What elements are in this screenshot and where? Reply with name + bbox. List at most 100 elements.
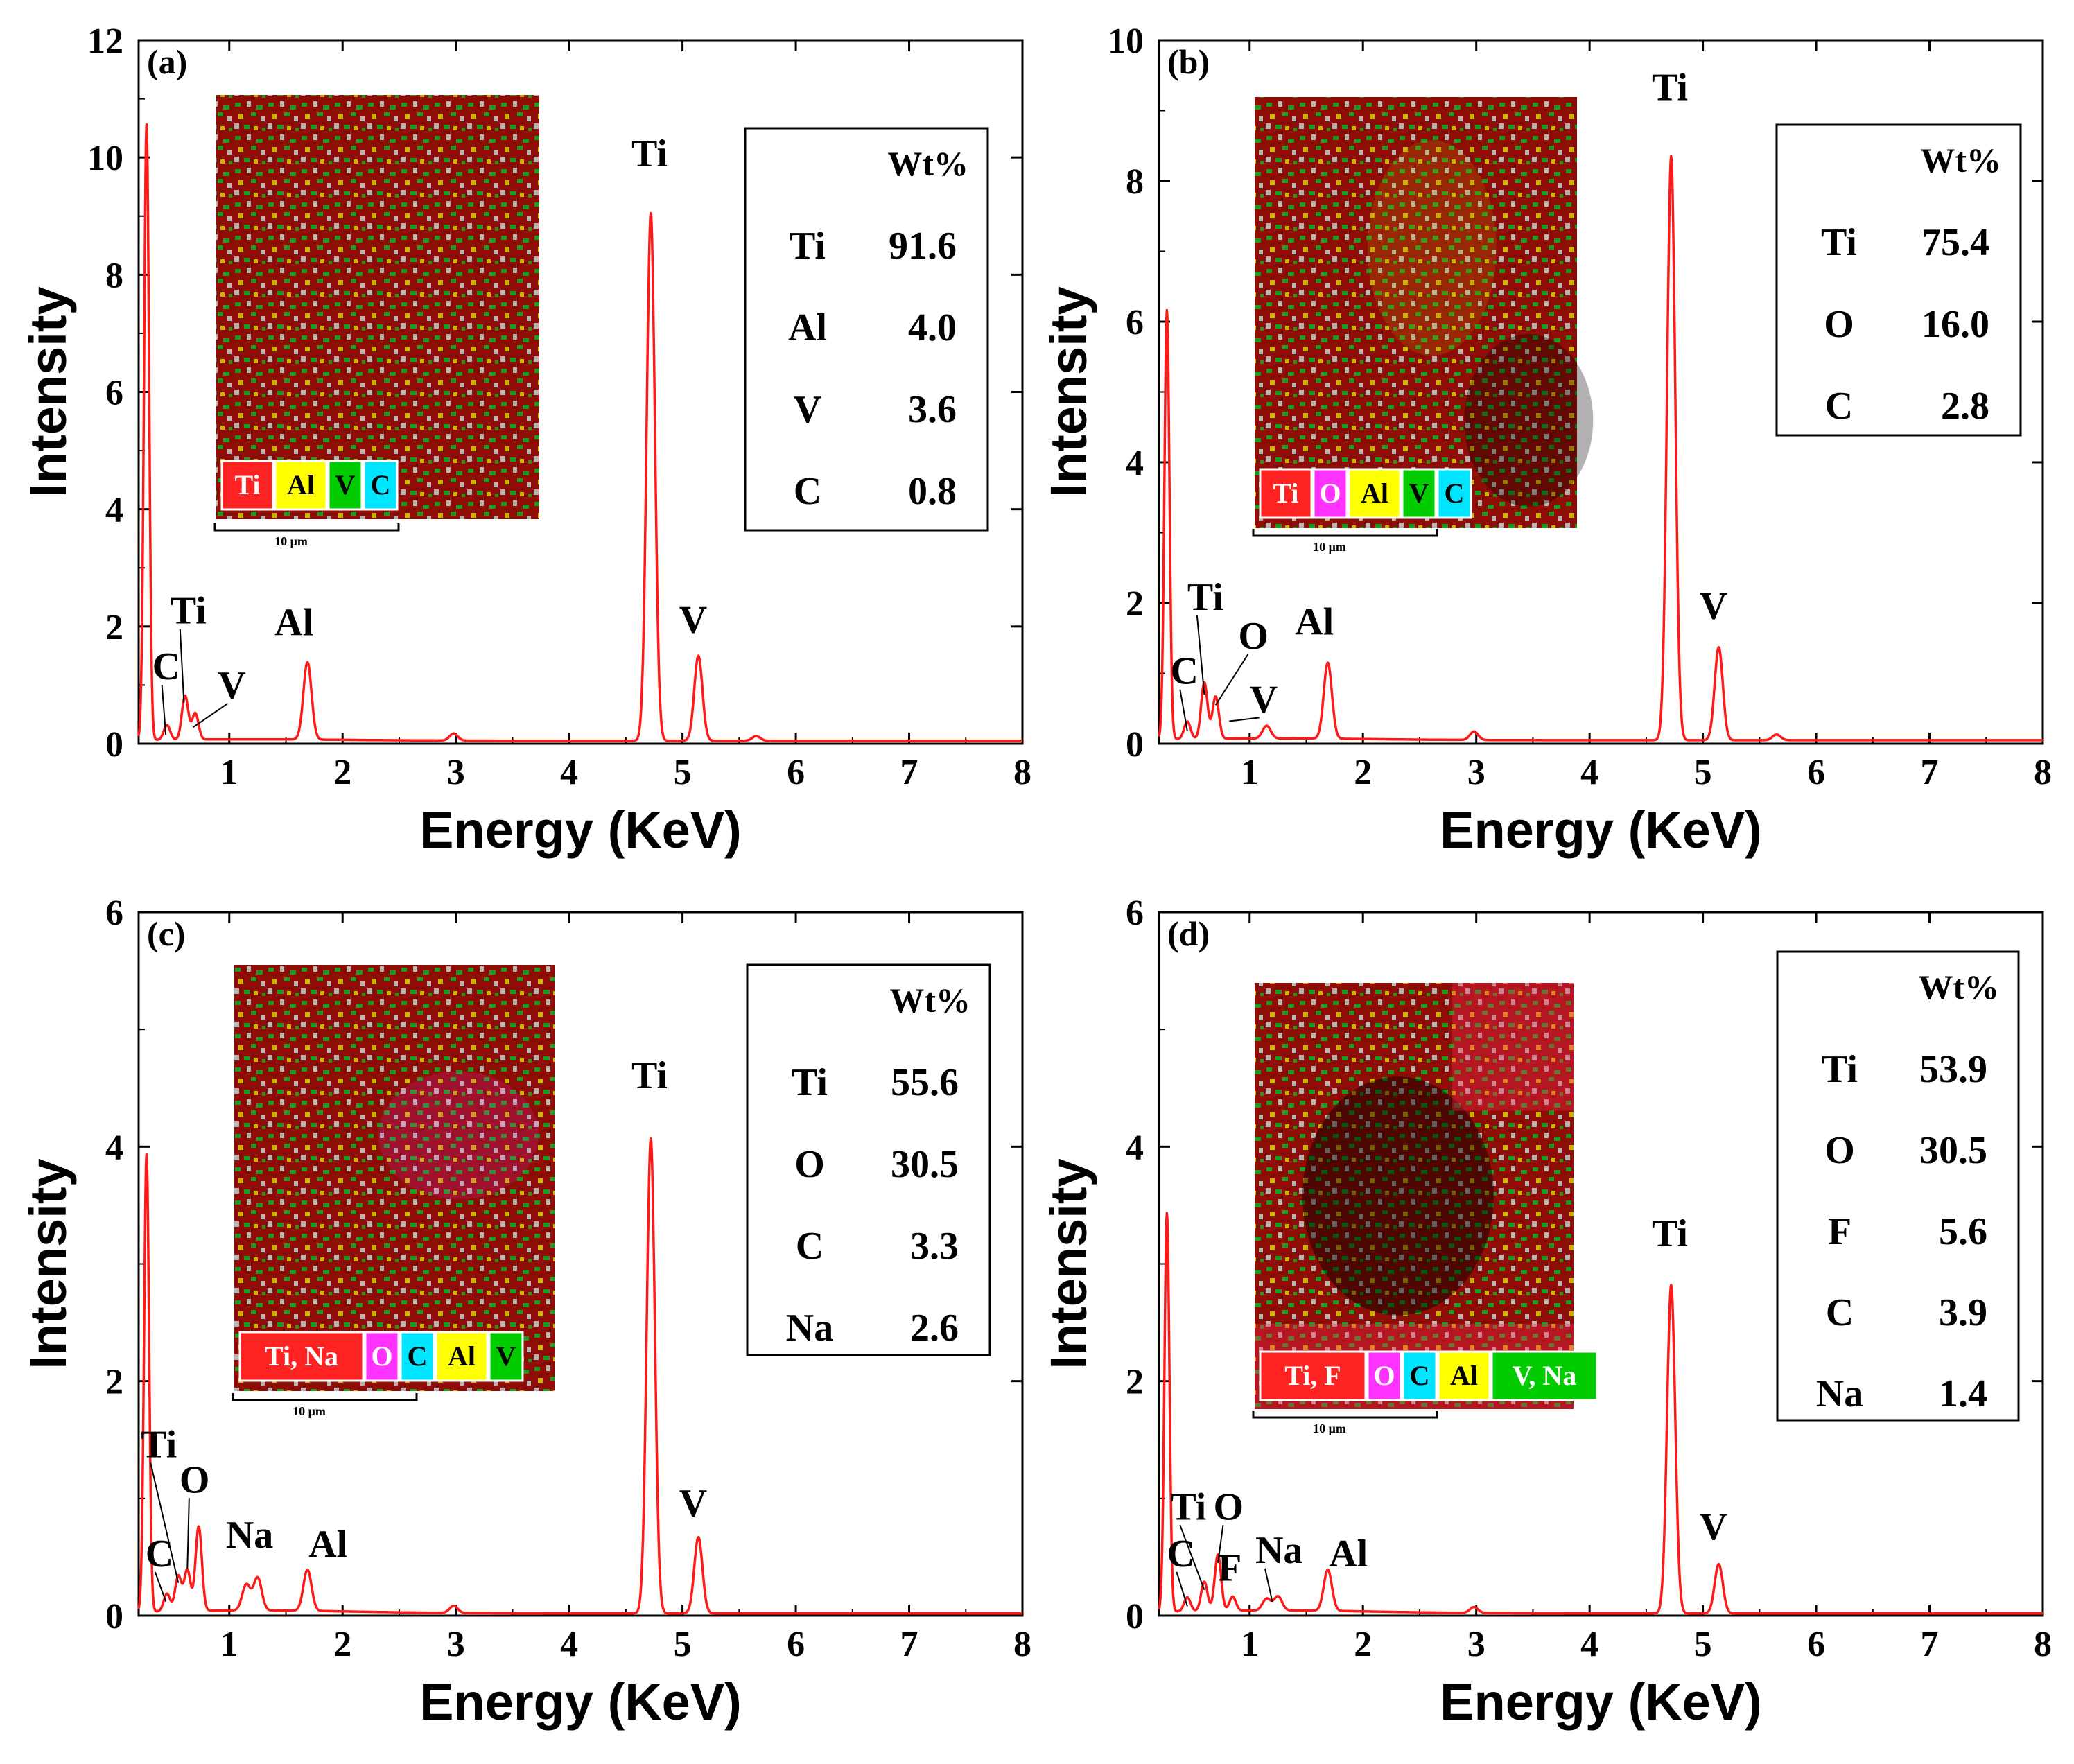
wt-table-value: 16.0 (1922, 303, 1989, 346)
x-tick-label: 7 (900, 1625, 918, 1664)
peak-label: Al (1329, 1532, 1368, 1575)
peak-point-5 (245, 1582, 247, 1585)
x-tick-label: 2 (333, 1625, 351, 1664)
map-yellow-patch (1367, 140, 1497, 356)
peak-leader-line (161, 684, 167, 735)
x-tick-label: 6 (787, 1625, 805, 1664)
peak-point-6 (650, 212, 652, 215)
x-tick-label: 8 (2034, 1625, 2052, 1664)
map-legend-label: V (1409, 478, 1429, 509)
map-dark-patch (1302, 1076, 1494, 1316)
peak-point-5 (1265, 1597, 1268, 1600)
peak-point-10 (1718, 1563, 1720, 1566)
map-legend-swatch (1436, 468, 1472, 519)
x-tick-label: 4 (560, 1625, 578, 1664)
map-legend-label: C (371, 469, 391, 500)
x-tick-label: 8 (1013, 1625, 1031, 1664)
x-tick-label: 1 (220, 753, 238, 792)
map-legend-label: V (496, 1341, 516, 1372)
x-tick-label: 5 (674, 1625, 692, 1664)
map-legend-label: Ti, F (1284, 1360, 1341, 1391)
peak-point-5 (1327, 661, 1330, 664)
wt-table-value: 2.6 (910, 1307, 959, 1350)
peak-point-0 (145, 123, 148, 125)
peak-point-5 (452, 732, 455, 735)
peak-point-4 (1231, 1595, 1234, 1598)
peak-label: Ti (1652, 1212, 1688, 1255)
peak-point-0 (145, 1153, 148, 1155)
y-tick-label: 4 (105, 1128, 123, 1167)
peak-point-1 (1186, 720, 1189, 723)
peak-point-7 (1670, 155, 1673, 157)
wt-table-element: Ti (792, 1061, 828, 1104)
x-tick-label: 2 (1354, 1625, 1372, 1664)
y-tick-label: 10 (1108, 21, 1144, 61)
wt-table-element: Na (1816, 1372, 1863, 1415)
peak-point-9 (1775, 733, 1778, 736)
spectrum-line (1158, 155, 2044, 742)
map-legend-label: O (371, 1341, 392, 1372)
map-legend-swatch (488, 1331, 524, 1382)
peak-label: V (679, 1482, 707, 1525)
elemental-map-image (234, 965, 555, 1391)
x-axis-title: Energy (KeV) (1440, 801, 1762, 859)
wt-table-element: V (794, 388, 821, 431)
wt-table-header: Wt% (889, 981, 970, 1020)
scale-bar (232, 1393, 418, 1401)
map-bright-patch-top (1452, 983, 1574, 1111)
x-tick-label: 7 (1921, 1625, 1939, 1664)
y-tick-label: 6 (105, 374, 123, 413)
scale-bar (214, 523, 400, 532)
x-tick-label: 3 (447, 1625, 465, 1664)
wt-table-element: Al (788, 306, 827, 349)
panel-label: (b) (1167, 42, 1210, 81)
x-tick-label: 4 (1580, 753, 1598, 792)
map-legend-label: Al (1450, 1360, 1478, 1391)
x-axis-title: Energy (KeV) (419, 801, 742, 859)
x-tick-label: 4 (1580, 1625, 1598, 1664)
peak-label: C (1170, 650, 1198, 693)
peak-label: O (1213, 1485, 1244, 1528)
peak-label: Al (1295, 601, 1334, 644)
map-legend-label: V (336, 469, 356, 500)
map-legend-swatch (238, 1331, 365, 1382)
peak-point-9 (1670, 1284, 1673, 1286)
x-tick-label: 1 (1241, 1625, 1259, 1664)
wt-table-element: Na (786, 1307, 833, 1350)
peak-leader-line (1214, 654, 1249, 706)
map-legend-swatch (1366, 1350, 1402, 1401)
y-tick-label: 4 (105, 491, 123, 530)
elemental-map-image (1255, 97, 1577, 528)
scale-bar (1252, 529, 1438, 537)
spectrum-line (137, 1137, 1024, 1615)
wt-table-value: 0.8 (908, 470, 957, 513)
peak-point-8 (1472, 1606, 1475, 1609)
map-legend-swatch (1402, 1350, 1438, 1401)
scale-bar-label: 10 μm (274, 534, 308, 548)
wt-table-element: C (796, 1225, 824, 1268)
peak-leader-line (192, 703, 228, 728)
peak-point-6 (1472, 730, 1475, 733)
y-tick-label: 2 (1126, 1363, 1144, 1402)
peak-label: V (218, 664, 245, 707)
wt-table-value: 1.4 (1939, 1372, 1987, 1415)
map-legend-label: Ti (1273, 478, 1298, 509)
map-legend-swatch (399, 1331, 435, 1382)
map-legend-swatch (1312, 468, 1348, 519)
map-legend-swatch (1437, 1350, 1491, 1401)
wt-table-header: Wt% (1918, 968, 1999, 1006)
y-tick-label: 6 (105, 893, 123, 933)
x-tick-label: 8 (1013, 753, 1031, 792)
peak-label: C (146, 1532, 173, 1575)
x-tick-label: 5 (1694, 1625, 1712, 1664)
map-legend-swatch (1348, 468, 1402, 519)
peak-leader-line (1229, 717, 1260, 722)
x-axis-title: Energy (KeV) (419, 1673, 742, 1731)
peak-label: Al (274, 602, 313, 645)
y-tick-label: 2 (105, 608, 123, 647)
wt-table-value: 5.6 (1939, 1210, 1987, 1253)
x-axis-title: Energy (KeV) (1440, 1673, 1762, 1731)
elemental-map-image (216, 95, 539, 519)
wt-table-element: O (1824, 1129, 1855, 1172)
